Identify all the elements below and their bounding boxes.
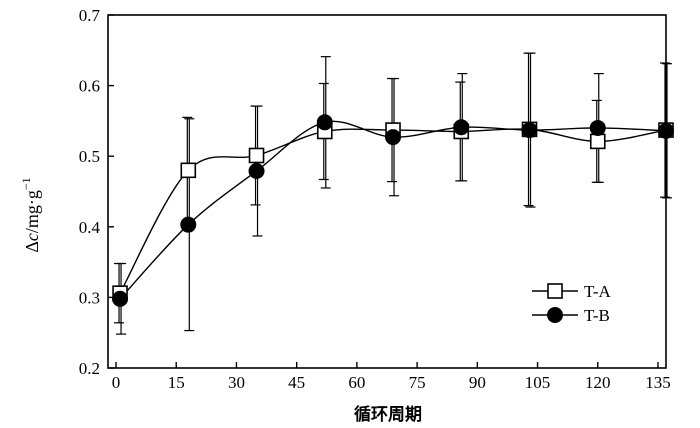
x-tick-label: 90 bbox=[469, 373, 486, 392]
y-axis-title-exp: −1 bbox=[19, 177, 33, 190]
plot-frame bbox=[107, 14, 667, 369]
data-point-T-B bbox=[180, 216, 197, 233]
series-line-T-B bbox=[119, 120, 667, 300]
legend-marker-T-B bbox=[547, 307, 563, 323]
y-tick-label: 0.4 bbox=[79, 218, 101, 237]
x-axis-ticks: 0 15 30 45 60 75 90 105 120 135 bbox=[112, 362, 671, 392]
data-point-T-B bbox=[385, 129, 402, 146]
series-curves bbox=[119, 120, 667, 300]
x-tick-label: 135 bbox=[645, 373, 671, 392]
y-tick-label: 0.6 bbox=[79, 77, 100, 96]
data-point-T-B bbox=[521, 122, 538, 139]
x-tick-label: 45 bbox=[288, 373, 305, 392]
legend-label-T-A: T-A bbox=[584, 282, 611, 301]
y-tick-label: 0.2 bbox=[79, 359, 100, 378]
x-tick-label: 15 bbox=[168, 373, 185, 392]
y-axis-title: Δc/mg·g−1 bbox=[19, 177, 42, 252]
y-axis-ticks: 0.2 0.3 0.4 0.5 0.6 0.7 bbox=[79, 6, 114, 378]
y-axis-title-var: c bbox=[22, 233, 42, 241]
x-tick-label: 0 bbox=[112, 373, 121, 392]
x-tick-label: 60 bbox=[348, 373, 365, 392]
legend-label-T-B: T-B bbox=[584, 306, 610, 325]
legend: T-A T-B bbox=[532, 282, 611, 325]
x-tick-label: 75 bbox=[409, 373, 426, 392]
x-axis-title: 循环周期 bbox=[354, 404, 422, 425]
legend-marker-T-A bbox=[547, 283, 563, 299]
series-line-T-A bbox=[119, 128, 667, 294]
data-point-T-A bbox=[589, 133, 606, 150]
x-tick-label: 30 bbox=[228, 373, 245, 392]
plot-border bbox=[107, 14, 667, 369]
data-point-T-B bbox=[658, 122, 674, 139]
data-point-T-A bbox=[180, 162, 197, 179]
data-point-T-A bbox=[248, 147, 265, 164]
data-point-T-B bbox=[453, 119, 470, 136]
y-tick-label: 0.3 bbox=[79, 288, 100, 307]
x-tick-label: 120 bbox=[585, 373, 611, 392]
y-tick-label: 0.7 bbox=[79, 6, 101, 25]
x-tick-label: 105 bbox=[525, 373, 551, 392]
y-tick-label: 0.5 bbox=[79, 147, 100, 166]
data-point-T-B bbox=[589, 119, 606, 136]
data-point-T-B bbox=[248, 163, 265, 180]
series-markers bbox=[112, 114, 674, 307]
y-axis-title-unit: /mg·g bbox=[22, 190, 42, 233]
data-point-T-B bbox=[316, 114, 333, 131]
data-point-T-B bbox=[112, 290, 129, 307]
y-axis-title-delta: Δ bbox=[22, 241, 42, 253]
